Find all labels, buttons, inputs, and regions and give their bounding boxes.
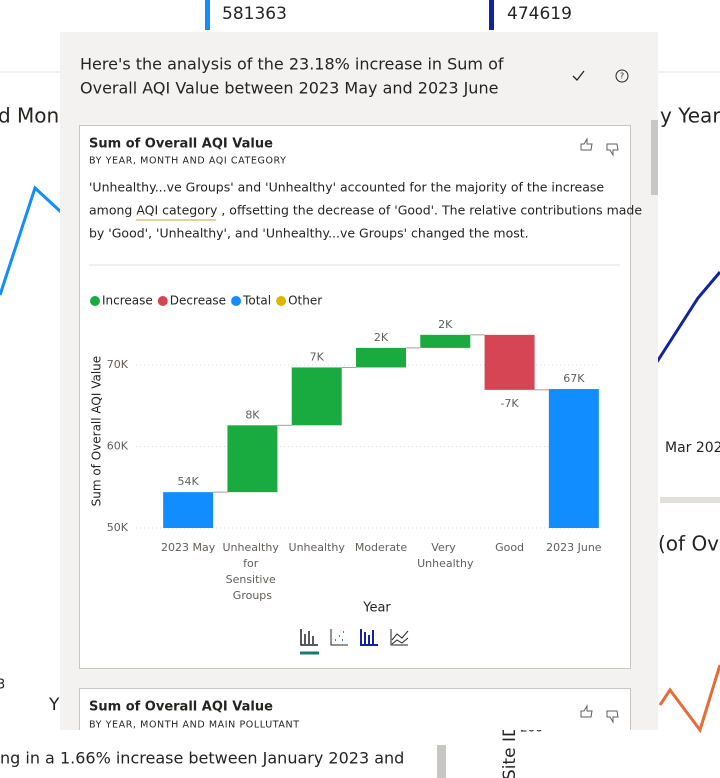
x-axis-title: Year bbox=[362, 601, 391, 616]
y-tick-label: 50K bbox=[107, 521, 129, 534]
scatter-type[interactable] bbox=[330, 629, 348, 646]
y-tick-label: 70K bbox=[107, 358, 129, 371]
help-icon: ? bbox=[620, 72, 624, 81]
insight-text: by 'Good', 'Unhealthy', and 'Unhealthy..… bbox=[89, 226, 529, 241]
data-label: 2K bbox=[374, 331, 389, 344]
axis-title: Site ID bbox=[500, 724, 520, 778]
x-tick-label: Unhealthy bbox=[289, 541, 346, 554]
visual-title: (of Ove bbox=[658, 532, 720, 556]
axis-label: Mar 202 bbox=[665, 440, 720, 456]
background-line bbox=[658, 664, 720, 734]
waterfall-bar bbox=[291, 367, 342, 426]
like-button[interactable] bbox=[580, 137, 593, 151]
legend-label: Decrease bbox=[170, 294, 226, 308]
x-tick-label: Very Unhealthy bbox=[417, 541, 474, 570]
card-subtitle: BY YEAR, MONTH AND MAIN POLLUTANT bbox=[89, 720, 300, 731]
column-type[interactable] bbox=[360, 629, 378, 646]
scatter-icon bbox=[335, 631, 344, 641]
legend-swatch bbox=[90, 296, 100, 306]
axis-label: 3 bbox=[0, 678, 5, 693]
legend-label: Other bbox=[288, 294, 322, 308]
data-label: -7K bbox=[500, 397, 519, 410]
insight-text: among AQI category , offsetting the decr… bbox=[89, 203, 642, 218]
card-title: Sum of Overall AQI Value bbox=[89, 700, 273, 715]
scrollbar bbox=[437, 745, 446, 778]
kpi-value: 474619 bbox=[507, 4, 572, 24]
dislike-button[interactable] bbox=[606, 710, 619, 724]
waterfall-bar bbox=[356, 347, 406, 368]
panel-heading: Overall AQI Value between 2023 May and 2… bbox=[80, 79, 498, 98]
insight-card bbox=[79, 688, 631, 730]
panel-heading: Here's the analysis of the 23.18% increa… bbox=[80, 55, 504, 74]
x-tick-label: 2023 June bbox=[546, 541, 602, 554]
card-subtitle: BY YEAR, MONTH AND AQI CATEGORY bbox=[89, 156, 287, 167]
waterfall-bar bbox=[484, 334, 535, 390]
analysis-panel: Here's the analysis of the 23.18% increa… bbox=[60, 32, 658, 731]
dislike-button[interactable] bbox=[606, 143, 619, 157]
y-tick-label: 60K bbox=[107, 440, 129, 453]
visual-title: d Mon bbox=[0, 104, 59, 128]
waterfall-bar bbox=[548, 389, 599, 528]
x-tick-label: Good bbox=[495, 541, 524, 554]
kpi-value: 581363 bbox=[222, 4, 287, 24]
waterfall-bar bbox=[227, 425, 278, 493]
card-title: Sum of Overall AQI Value bbox=[89, 137, 273, 152]
x-tick-label: 2023 May bbox=[161, 541, 216, 554]
data-label: 8K bbox=[245, 408, 260, 421]
waterfall-bar bbox=[163, 492, 214, 528]
help-button[interactable] bbox=[615, 69, 629, 83]
kpi-accent bbox=[489, 0, 494, 30]
waterfall-type[interactable] bbox=[300, 629, 318, 646]
legend-label: Total bbox=[242, 294, 271, 308]
scrollbar bbox=[651, 120, 658, 195]
y-axis-title: Sum of Overall AQI Value bbox=[90, 356, 104, 507]
legend-label: Increase bbox=[102, 294, 153, 308]
data-label: 67K bbox=[563, 372, 585, 385]
background-line bbox=[653, 271, 720, 366]
x-tick-label: Moderate bbox=[355, 541, 408, 554]
data-label: 7K bbox=[310, 350, 325, 363]
like-button[interactable] bbox=[580, 704, 593, 718]
x-tick-label: Unhealthy for Sensitive Groups bbox=[222, 541, 282, 602]
visual-title: y Year bbox=[660, 104, 720, 128]
kpi-accent bbox=[205, 0, 210, 30]
data-label: 2K bbox=[438, 318, 453, 331]
legend-swatch bbox=[157, 296, 168, 306]
insight-card bbox=[79, 125, 631, 669]
data-label: 54K bbox=[178, 475, 200, 488]
axis-title: Y bbox=[48, 695, 60, 715]
accept-button[interactable] bbox=[572, 70, 585, 81]
insight-text: ng in a 1.66% increase between January 2… bbox=[0, 749, 404, 768]
waterfall-bar bbox=[420, 334, 471, 348]
ribbon-type[interactable] bbox=[390, 629, 409, 646]
legend-swatch bbox=[276, 296, 287, 306]
chart-type-switcher bbox=[300, 629, 409, 655]
insight-text: 'Unhealthy...ve Groups' and 'Unhealthy' … bbox=[89, 180, 604, 195]
legend-swatch bbox=[231, 296, 242, 306]
